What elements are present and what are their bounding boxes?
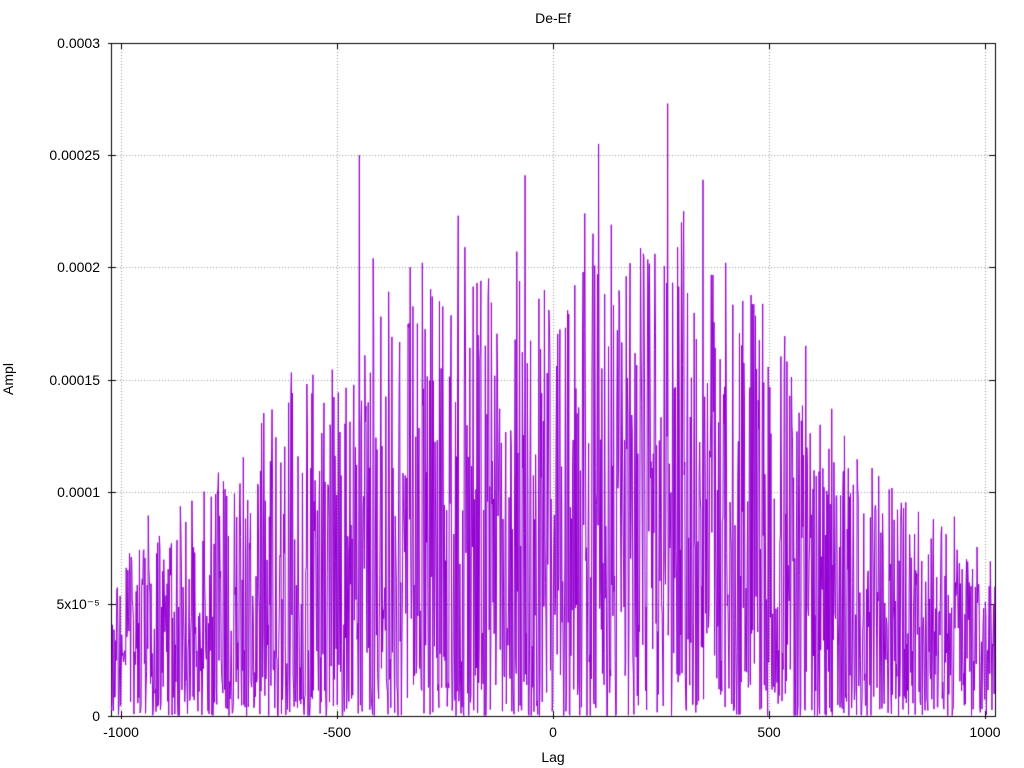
x-tick-label-0: -1000 (103, 724, 139, 740)
y-tick-label-3: 0.00015 (49, 372, 100, 388)
x-tick-label-2: 0 (549, 724, 557, 740)
y-tick-label-4: 0.0002 (57, 259, 100, 275)
x-tick-label-3: 500 (757, 724, 781, 740)
y-tick-label-6: 0.0003 (57, 35, 100, 51)
x-tick-label-1: -500 (322, 724, 352, 740)
x-tick-label-4: 1000 (969, 724, 1001, 740)
y-tick-label-1: 5x10⁻⁵ (56, 596, 100, 612)
y-tick-label-2: 0.0001 (57, 484, 100, 500)
x-axis-label: Lag (541, 749, 565, 765)
y-tick-label-5: 0.00025 (49, 147, 100, 163)
y-tick-label-0: 0 (92, 708, 100, 724)
chart-title: De-Ef (535, 10, 571, 26)
